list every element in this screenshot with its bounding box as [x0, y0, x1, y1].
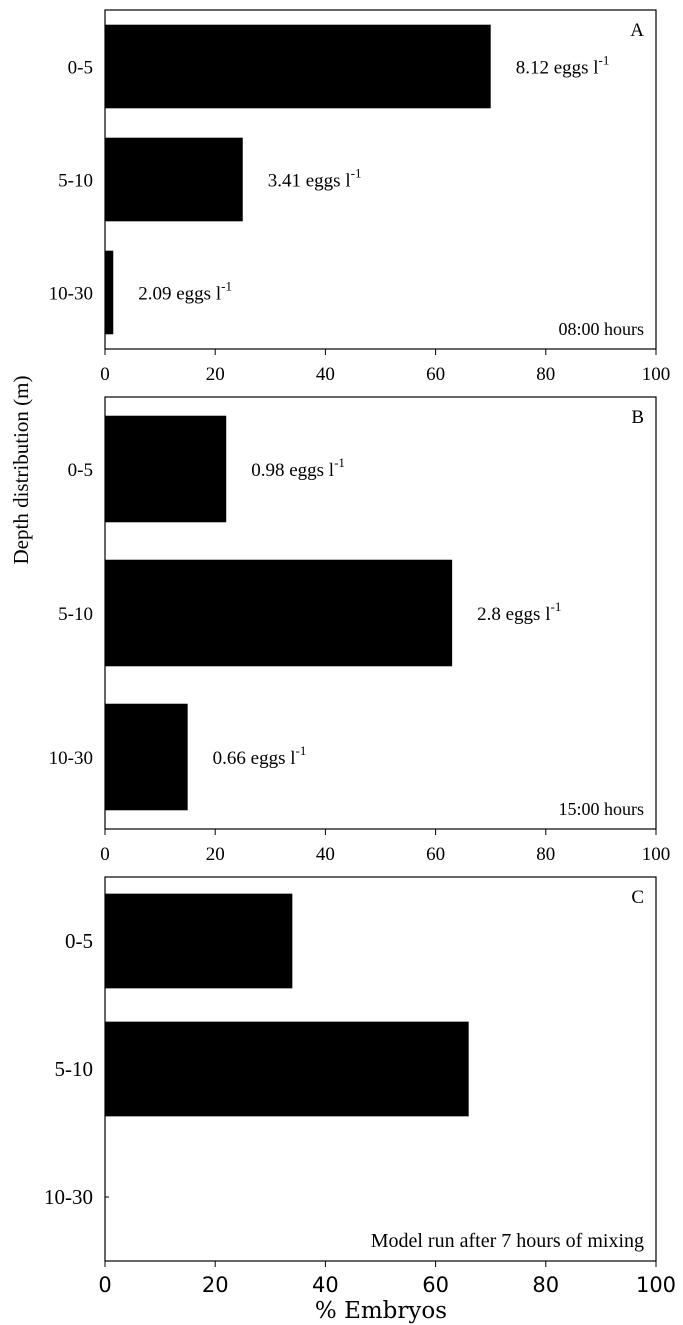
- bar-value-label: 0.98 eggs l-1: [251, 455, 345, 481]
- x-tick-label: 100: [642, 844, 671, 865]
- panels: 0-5 8.12 eggs l-1 5-10 3.41 eggs l-1 10-30 2.…: [44, 9, 676, 1297]
- x-tick-label: 0: [100, 844, 110, 865]
- x-tick-label: 100: [642, 364, 671, 385]
- bar-B-0-5: [105, 415, 227, 523]
- x-tick-label: 0: [100, 364, 110, 385]
- category-label: 5-10: [58, 171, 93, 192]
- bar-C-5-10: [105, 1021, 469, 1117]
- x-tick-label: 20: [206, 364, 225, 385]
- bar-A-5-10: [105, 137, 243, 222]
- category-label: 0-5: [65, 929, 93, 953]
- panel-time-label: 08:00 hours: [559, 319, 645, 339]
- x-tick-label: 60: [426, 844, 445, 865]
- x-tick-label: 20: [206, 844, 225, 865]
- category-label: 5-10: [55, 1057, 94, 1081]
- panel-time-label: 15:00 hours: [559, 799, 645, 819]
- category-label: 0-5: [68, 460, 93, 481]
- x-tick-label: 40: [312, 1273, 339, 1297]
- x-axis-label: % Embryos: [315, 1298, 447, 1324]
- bar-value-label: 2.8 eggs l-1: [477, 599, 561, 625]
- x-tick-label: 60: [422, 1273, 449, 1297]
- panel-letter: A: [630, 20, 644, 41]
- bar-A-0-5: [105, 24, 491, 109]
- category-label: 10-30: [49, 748, 93, 769]
- bar-A-10-30: [105, 250, 114, 335]
- bar-value-label: 3.41 eggs l-1: [268, 166, 362, 192]
- x-tick-label: 20: [202, 1273, 229, 1297]
- x-tick-label: 0: [98, 1273, 111, 1297]
- category-label: 10-30: [44, 1185, 93, 1209]
- y-axis-label: Depth distribution (m): [9, 376, 33, 565]
- category-label: 10-30: [49, 284, 93, 305]
- panel-C: 0-5 5-10 10-30 C Model run after 7 hours of …: [44, 876, 676, 1297]
- bar-B-10-30: [105, 703, 188, 811]
- panel-B: 0-5 0.98 eggs l-1 5-10 2.8 eggs l-1 10-30 0.6…: [49, 396, 671, 865]
- panel-time-label: Model run after 7 hours of mixing: [371, 1230, 644, 1252]
- bar-value-label: 0.66 eggs l-1: [213, 743, 307, 769]
- x-tick-label: 100: [636, 1273, 676, 1297]
- bar-value-label: 8.12 eggs l-1: [516, 53, 610, 79]
- category-label: 5-10: [58, 604, 93, 625]
- bar-C-0-5: [105, 893, 293, 989]
- bar-value-label: 2.09 eggs l-1: [138, 279, 232, 305]
- x-tick-label: 60: [426, 364, 445, 385]
- x-tick-label: 40: [316, 364, 335, 385]
- x-tick-label: 80: [532, 1273, 559, 1297]
- panel-letter: C: [631, 887, 644, 908]
- panel-A: 0-5 8.12 eggs l-1 5-10 3.41 eggs l-1 10-30 2.…: [49, 9, 671, 385]
- x-tick-label: 80: [536, 844, 555, 865]
- panel-letter: B: [631, 407, 644, 428]
- x-tick-label: 80: [536, 364, 555, 385]
- x-tick-label: 40: [316, 844, 335, 865]
- category-label: 0-5: [68, 58, 93, 79]
- bar-B-5-10: [105, 559, 453, 667]
